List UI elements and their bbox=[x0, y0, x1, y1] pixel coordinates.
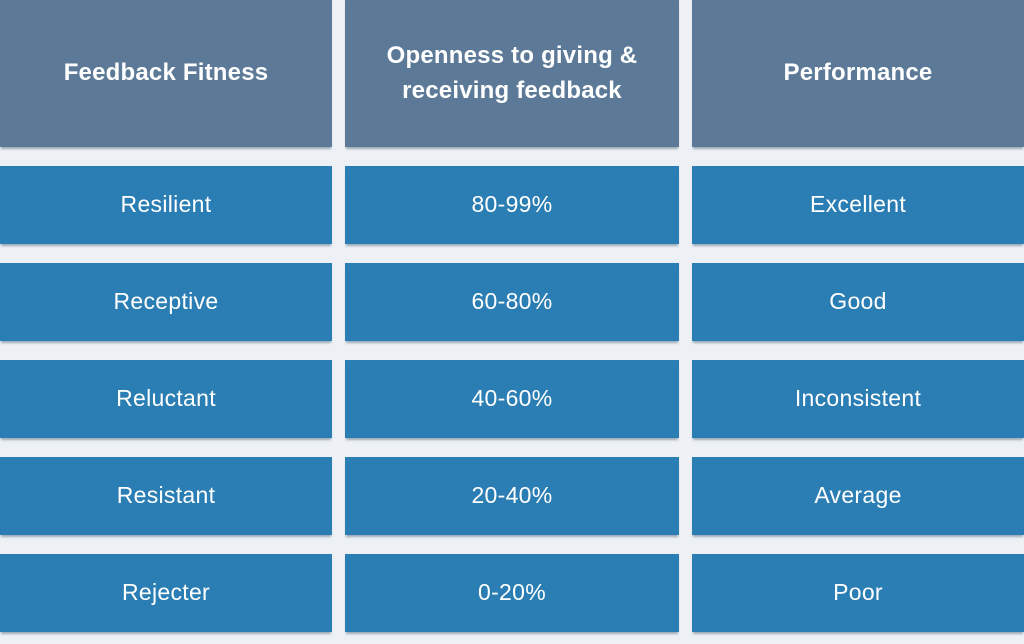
cell-row1-performance: Excellent bbox=[692, 165, 1024, 244]
cell-row5-openness: 0-20% bbox=[345, 553, 679, 632]
cell-row2-feedback-fitness: Receptive bbox=[0, 262, 332, 341]
cell-row5-performance: Poor bbox=[692, 553, 1024, 632]
column-header-openness: Openness to giving & receiving feedback bbox=[345, 0, 679, 147]
cell-row4-openness: 20-40% bbox=[345, 456, 679, 535]
cell-row2-performance: Good bbox=[692, 262, 1024, 341]
column-header-feedback-fitness: Feedback Fitness bbox=[0, 0, 332, 147]
cell-row3-feedback-fitness: Reluctant bbox=[0, 359, 332, 438]
column-header-performance: Performance bbox=[692, 0, 1024, 147]
cell-row4-performance: Average bbox=[692, 456, 1024, 535]
cell-row2-openness: 60-80% bbox=[345, 262, 679, 341]
cell-row5-feedback-fitness: Rejecter bbox=[0, 553, 332, 632]
cell-row3-performance: Inconsistent bbox=[692, 359, 1024, 438]
cell-row1-openness: 80-99% bbox=[345, 165, 679, 244]
cell-row4-feedback-fitness: Resistant bbox=[0, 456, 332, 535]
cell-row1-feedback-fitness: Resilient bbox=[0, 165, 332, 244]
cell-row3-openness: 40-60% bbox=[345, 359, 679, 438]
